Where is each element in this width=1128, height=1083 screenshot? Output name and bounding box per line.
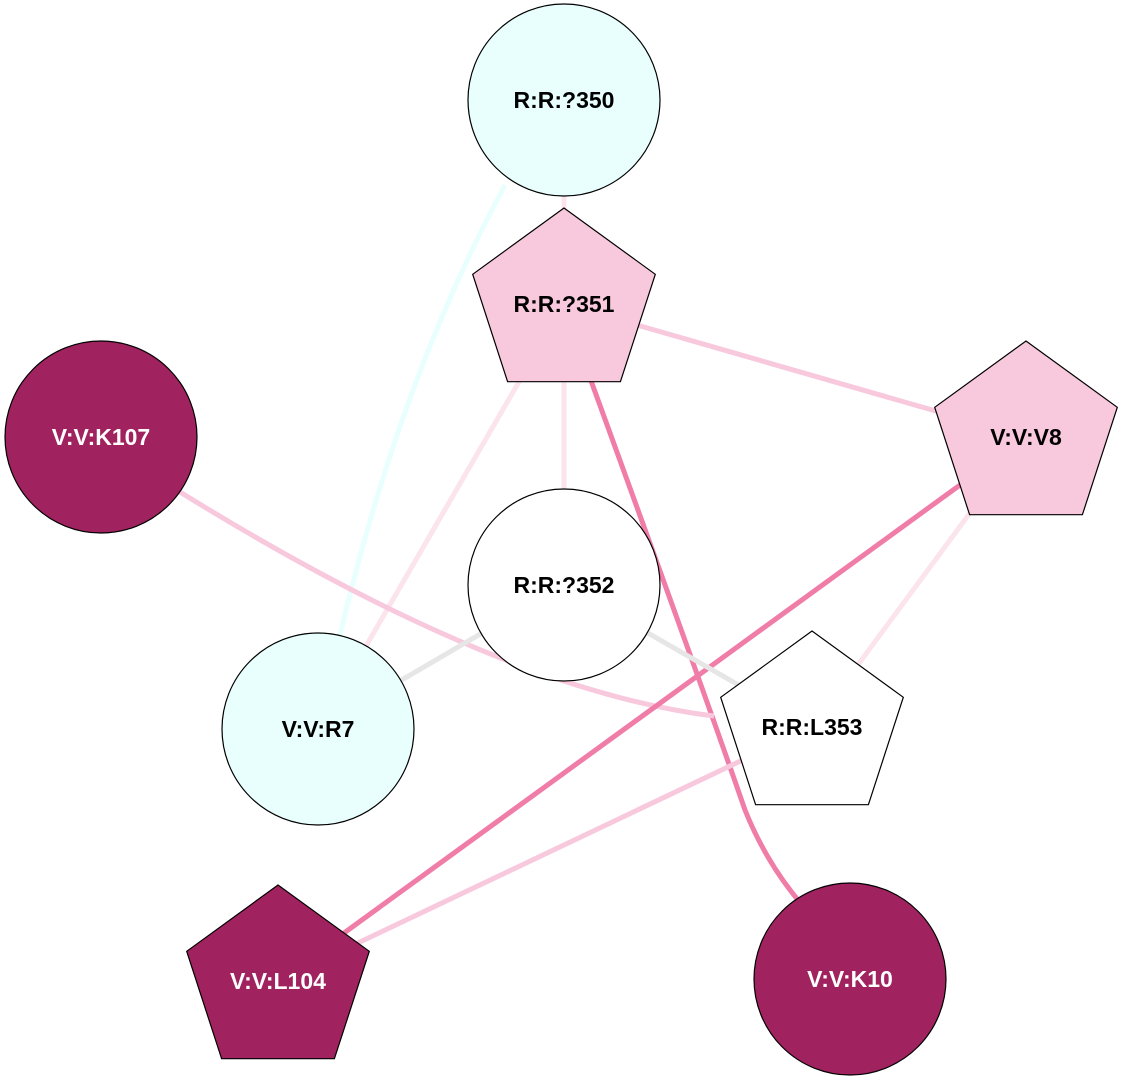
node-shape-circle xyxy=(753,882,947,1076)
node-r-r-352[interactable]: R:R:?352 xyxy=(467,488,661,682)
node-v-v-k10[interactable]: V:V:K10 xyxy=(753,882,947,1076)
node-v-v-l104[interactable]: V:V:L104 xyxy=(185,884,371,1060)
node-label: V:V:V8 xyxy=(990,424,1062,450)
node-shape-circle xyxy=(221,632,415,826)
edge-r-r-l353-v-v-l104 xyxy=(276,724,814,984)
edge-v-v-k107-r-r-l353 xyxy=(178,489,715,719)
node-shape-pentagon xyxy=(185,884,371,1060)
node-shape-pentagon xyxy=(471,207,657,383)
node-shape-circle xyxy=(467,3,661,197)
node-v-v-r7[interactable]: V:V:R7 xyxy=(221,632,415,826)
nodes-layer: R:R:?350 R:R:?351 V:V:K107 V:V:V8 R:R:?352 V:… xyxy=(4,3,1119,1076)
node-shape-circle xyxy=(467,488,661,682)
node-label: R:R:?352 xyxy=(514,572,615,598)
node-label: V:V:K107 xyxy=(52,424,150,450)
node-shape-pentagon xyxy=(933,340,1119,516)
node-shape-pentagon xyxy=(719,630,905,806)
node-v-v-k107[interactable]: V:V:K107 xyxy=(4,340,198,534)
node-r-r-l353[interactable]: R:R:L353 xyxy=(719,630,905,806)
node-label: V:V:R7 xyxy=(282,716,355,742)
edge-v-v-v8-v-v-l104 xyxy=(276,434,1028,984)
node-v-v-v8[interactable]: V:V:V8 xyxy=(933,340,1119,516)
node-label: V:V:K10 xyxy=(807,966,893,992)
node-label: V:V:L104 xyxy=(230,968,326,994)
node-r-r-351[interactable]: R:R:?351 xyxy=(471,207,657,383)
node-label: R:R:?351 xyxy=(514,291,615,317)
edge-r-r-350-v-v-r7 xyxy=(337,183,508,636)
edge-r-r-351-v-v-k10 xyxy=(587,377,800,902)
node-label: R:R:?350 xyxy=(514,87,615,113)
node-shape-circle xyxy=(4,340,198,534)
node-label: R:R:L353 xyxy=(762,714,863,740)
node-r-r-350[interactable]: R:R:?350 xyxy=(467,3,661,197)
